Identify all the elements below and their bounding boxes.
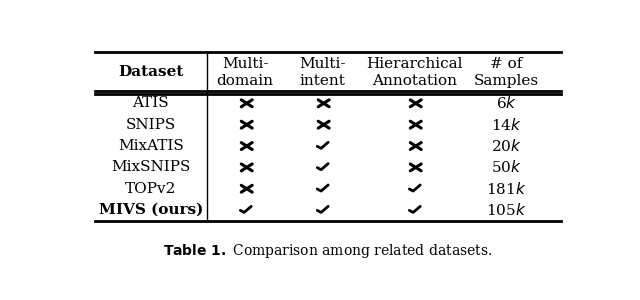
Text: 105$k$: 105$k$ — [486, 202, 527, 218]
Text: MIVS (ours): MIVS (ours) — [99, 203, 203, 217]
Text: MixATIS: MixATIS — [118, 139, 184, 153]
Text: MixSNIPS: MixSNIPS — [111, 160, 191, 174]
Text: Dataset: Dataset — [118, 65, 184, 80]
Text: 20$k$: 20$k$ — [491, 138, 522, 154]
Text: Multi-
intent: Multi- intent — [299, 57, 346, 88]
Text: 181$k$: 181$k$ — [486, 181, 527, 197]
Text: TOPv2: TOPv2 — [125, 182, 177, 196]
Text: 50$k$: 50$k$ — [491, 159, 522, 176]
Text: $\mathbf{Table\ 1.}$ Comparison among related datasets.: $\mathbf{Table\ 1.}$ Comparison among re… — [163, 242, 493, 260]
Text: 6$k$: 6$k$ — [496, 95, 517, 111]
Text: Hierarchical
Annotation: Hierarchical Annotation — [366, 57, 463, 88]
Text: 14$k$: 14$k$ — [491, 117, 522, 133]
Text: ATIS: ATIS — [132, 96, 169, 110]
Text: Multi-
domain: Multi- domain — [217, 57, 274, 88]
Text: # of
Samples: # of Samples — [474, 57, 539, 88]
Text: SNIPS: SNIPS — [125, 118, 176, 132]
